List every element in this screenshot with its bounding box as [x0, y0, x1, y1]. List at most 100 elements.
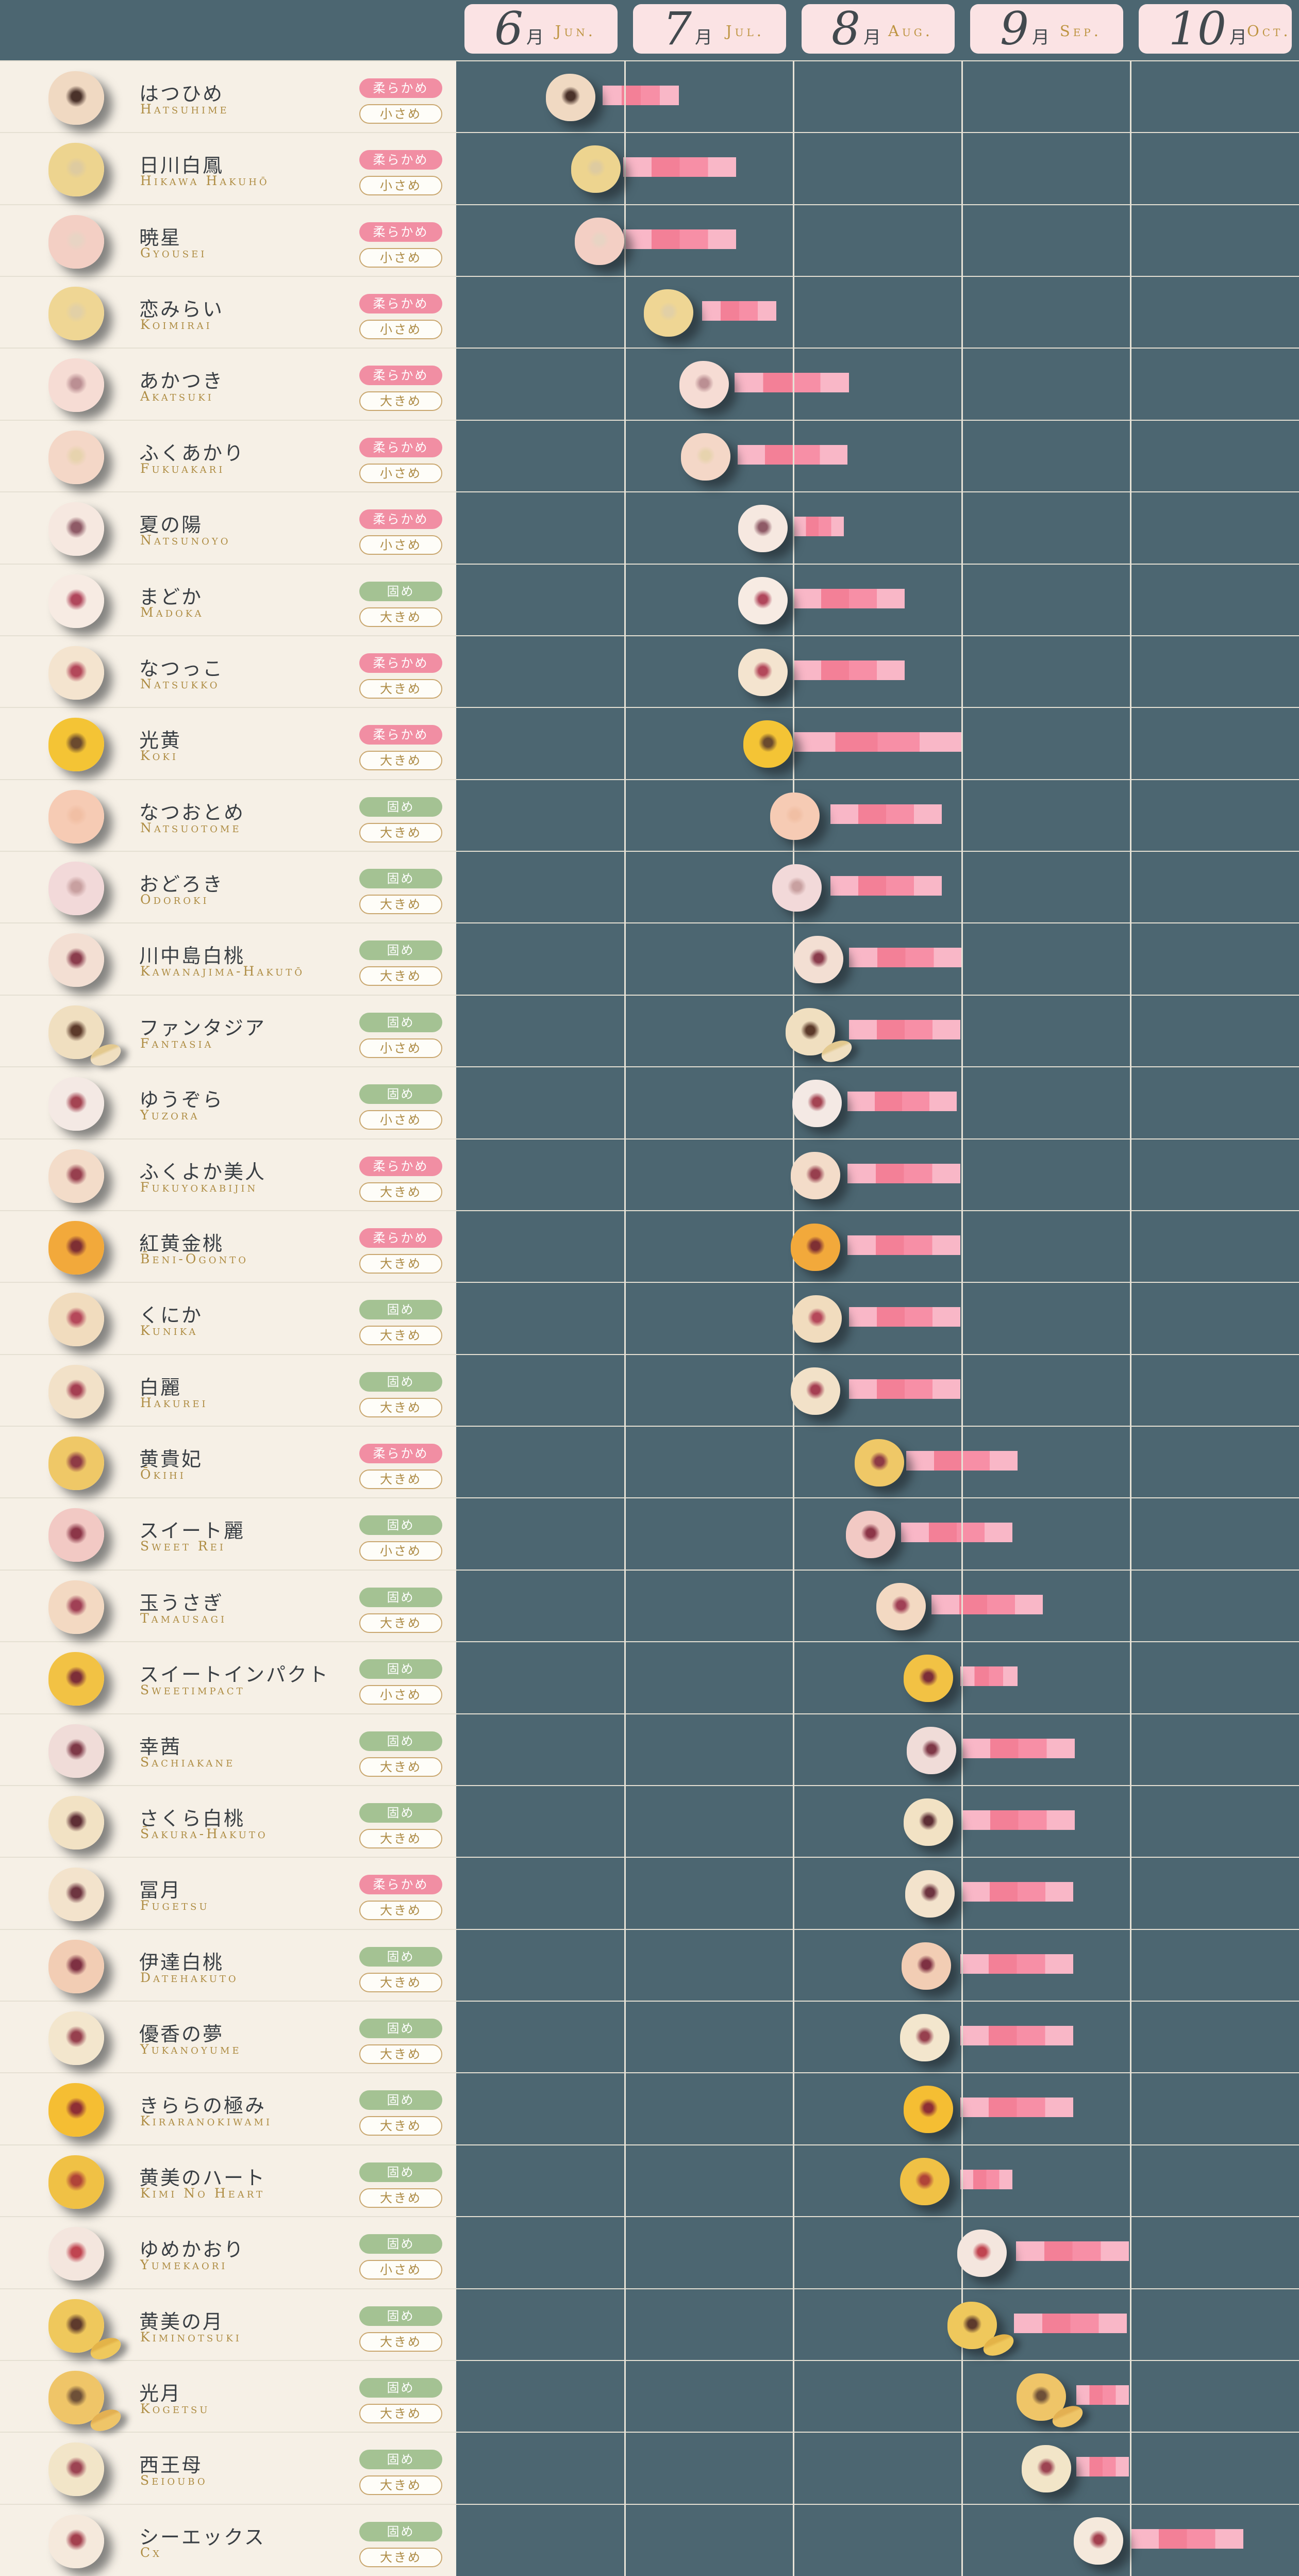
month-kanji: 月: [695, 27, 712, 48]
harvest-start-peach: [854, 1439, 904, 1487]
variety-row: 暁星 Gyousei 柔らかめ 小さめ: [0, 205, 1299, 276]
size-badge-label: 小さめ: [380, 1688, 422, 1703]
harvest-start-peach: [794, 936, 844, 984]
harvest-start-peach: [546, 74, 596, 121]
harvest-start-peach: [574, 217, 624, 265]
variety-row: 紅黄金桃 B̄eni-Ogonto 柔らかめ 大きめ: [0, 1211, 1299, 1282]
texture-badge: 固め: [359, 797, 442, 817]
variety-name-japanese: シーエックス: [139, 2525, 265, 2549]
variety-name-romaji: Fantasia: [140, 1035, 214, 1051]
size-badge-label: 大きめ: [380, 825, 422, 840]
harvest-period-bar: [847, 1092, 957, 1112]
month-header: 6 月 Jun.: [464, 4, 618, 54]
variety-row: まどか Madoka 固め 大きめ: [0, 564, 1299, 636]
texture-badge: 柔らかめ: [359, 509, 442, 530]
peach-slice: [1049, 2401, 1086, 2432]
harvest-period-bar: [960, 2169, 1013, 2189]
variety-name-japanese: 黄貴妃: [139, 1448, 203, 1471]
variety-name-japanese: なつっこ: [139, 657, 224, 680]
peach-photo: [48, 646, 104, 700]
peach-photo: [48, 2227, 104, 2281]
variety-row: 恋みらい Koimirai 柔らかめ 小さめ: [0, 276, 1299, 348]
size-badge: 大きめ: [359, 895, 442, 915]
peach-photo: [48, 574, 104, 628]
peach-photo: [48, 2155, 104, 2209]
texture-badge: 固め: [359, 581, 442, 601]
variety-row: 白麗 Hakurei 固め 大きめ: [0, 1355, 1299, 1426]
variety-name-romaji: Kunika: [140, 1323, 198, 1339]
harvest-start-peach: [772, 864, 822, 912]
row-separator-line: [0, 2503, 1299, 2505]
texture-badge-label: 柔らかめ: [373, 224, 429, 239]
texture-badge-label: 柔らかめ: [373, 655, 429, 670]
peach-photo: [48, 358, 104, 412]
peach-photo: [48, 789, 104, 844]
size-badge-label: 大きめ: [380, 2550, 422, 2565]
size-badge: 大きめ: [359, 2188, 442, 2208]
month-number: 9: [1000, 2, 1029, 55]
texture-badge-label: 固め: [387, 1087, 415, 1102]
size-badge: 大きめ: [359, 679, 442, 699]
row-separator-line: [0, 491, 1299, 493]
harvest-period-bar: [623, 229, 736, 249]
harvest-start-peach: [738, 648, 788, 696]
peach-photo: [48, 2011, 104, 2066]
peach-photo: [48, 933, 104, 987]
harvest-start-peach: [846, 1511, 896, 1559]
harvest-start-peach: [900, 2157, 950, 2205]
variety-name-romaji: Sweetimpact: [140, 1682, 245, 1698]
size-badge: 大きめ: [359, 822, 442, 843]
variety-name-japanese: 黄美の月: [139, 2310, 224, 2333]
size-badge: 小さめ: [359, 463, 442, 483]
variety-name-japanese: 光月: [139, 2382, 182, 2405]
variety-row: ゆめかおり Yumekaori 固め 小さめ: [0, 2217, 1299, 2288]
harvest-start-peach: [900, 2014, 950, 2062]
variety-name-romaji: Hatsuhime: [140, 102, 229, 117]
peach-photo: [48, 1005, 124, 1070]
texture-badge-label: 固め: [387, 1733, 415, 1748]
variety-row: 夏の陽 Natsunoyo 柔らかめ 小さめ: [0, 492, 1299, 564]
harvest-period-bar: [962, 1810, 1075, 1830]
size-badge: 大きめ: [359, 1253, 442, 1274]
row-separator-line: [0, 1138, 1299, 1140]
variety-name-romaji: Natsukko: [140, 676, 220, 691]
variety-row: 光黄 Koki 柔らかめ 大きめ: [0, 707, 1299, 779]
texture-badge: 固め: [359, 1587, 442, 1607]
variety-name-japanese: 伊達白桃: [139, 1951, 224, 1974]
size-badge-label: 小さめ: [380, 2263, 422, 2277]
row-separator-line: [0, 2072, 1299, 2074]
texture-badge: 柔らかめ: [359, 437, 442, 457]
variety-name-japanese: まどか: [139, 585, 203, 608]
row-separator-line: [0, 994, 1299, 996]
size-badge-label: 大きめ: [380, 2334, 422, 2349]
peach-photo: [48, 1580, 104, 1634]
size-badge-label: 大きめ: [380, 1256, 422, 1271]
variety-name-japanese: 幸茜: [139, 1735, 182, 1758]
size-badge-label: 大きめ: [380, 394, 422, 409]
variety-name-romaji: Yumekaori: [140, 2257, 228, 2273]
row-separator-line: [0, 2216, 1299, 2218]
row-separator-line: [0, 2001, 1299, 2002]
row-separator-line: [0, 1928, 1299, 1930]
month-kanji: 月: [526, 27, 544, 48]
harvest-period-bar: [848, 1379, 960, 1399]
month-header: 7 月 Jul.: [633, 4, 786, 54]
size-badge: 小さめ: [359, 320, 442, 340]
size-badge-label: 大きめ: [380, 2047, 422, 2062]
size-badge-label: 大きめ: [380, 2406, 422, 2421]
size-badge-label: 大きめ: [380, 1615, 422, 1630]
harvest-period-bar: [1015, 2241, 1129, 2261]
texture-badge: 固め: [359, 2450, 442, 2470]
texture-badge-label: 柔らかめ: [373, 1877, 429, 1892]
texture-badge-label: 固め: [387, 2165, 415, 2179]
variety-row: 優香の夢 Yukanoyume 固め 大きめ: [0, 2001, 1299, 2073]
harvest-start-peach: [738, 576, 788, 624]
variety-name-romaji: Tamausagi: [140, 1610, 227, 1626]
variety-name-romaji: Seioubo: [140, 2473, 208, 2488]
texture-badge: 固め: [359, 1300, 442, 1320]
variety-name-romaji: Akatsuki: [140, 389, 214, 404]
row-separator-line: [0, 1569, 1299, 1571]
texture-badge: 固め: [359, 1012, 442, 1032]
variety-name-romaji: Hikawa Hakuhō: [140, 173, 270, 189]
texture-badge-label: 固め: [387, 2524, 415, 2539]
